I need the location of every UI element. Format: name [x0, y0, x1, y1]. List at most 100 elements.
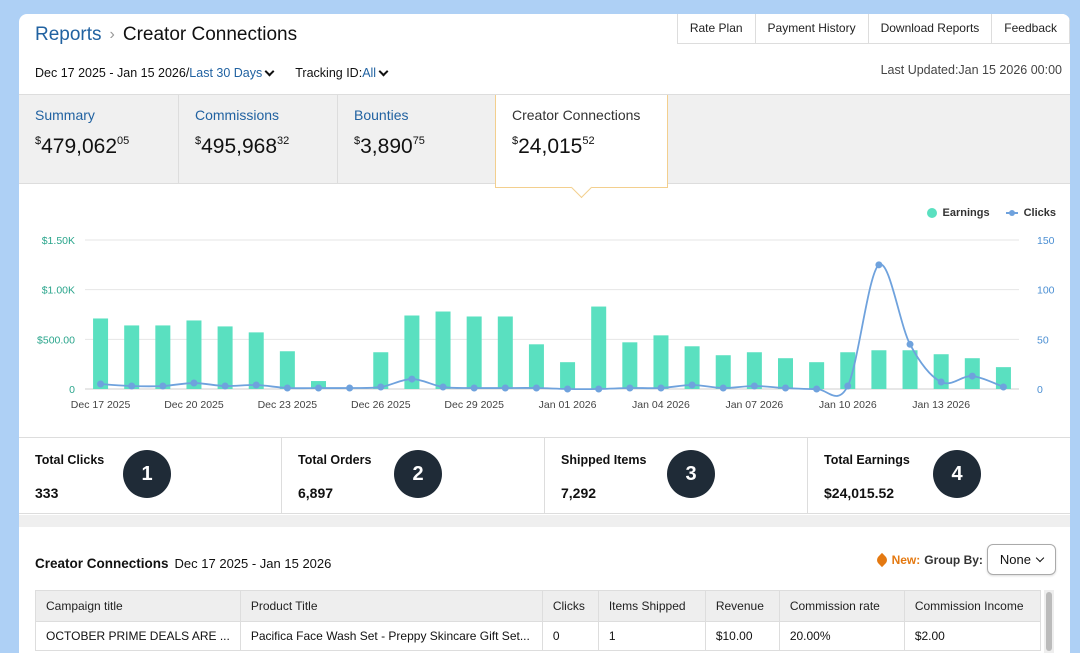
clicks-point: [937, 378, 945, 386]
feedback-link[interactable]: Feedback: [991, 14, 1070, 44]
rate-plan-link[interactable]: Rate Plan: [676, 14, 756, 44]
clicks-point: [315, 384, 322, 392]
col-items-shipped[interactable]: Items Shipped: [597, 590, 706, 622]
right-axis-tick-label: 150: [1037, 235, 1055, 247]
left-axis-tick-label: 0: [69, 384, 75, 396]
clicks-point: [283, 384, 291, 392]
clicks-point: [782, 384, 789, 392]
clicks-point: [128, 382, 136, 390]
earnings-bar: [279, 351, 295, 389]
chevron-down-icon[interactable]: [264, 66, 275, 77]
clicks-point: [97, 380, 105, 388]
tab-label: Commissions: [195, 107, 280, 123]
date-range: Dec 17 2025 - Jan 15 2026: [35, 66, 186, 80]
clicks-point: [221, 382, 229, 390]
group-by-value: None: [999, 552, 1031, 567]
clicks-point: [252, 381, 260, 389]
metric-total-clicks: Total Clicks 333 1: [19, 438, 282, 513]
cell-items-shipped: 1: [597, 621, 706, 651]
payment-history-link[interactable]: Payment History: [754, 14, 869, 44]
x-axis-tick-label: Dec 23 2025: [258, 399, 318, 411]
legend-earnings[interactable]: Earnings: [942, 207, 990, 219]
tab-summary[interactable]: Summary $479,06205: [19, 95, 179, 183]
chevron-down-icon[interactable]: [378, 66, 389, 77]
period-dropdown[interactable]: Last 30 Days: [189, 66, 263, 80]
scrollbar-thumb[interactable]: [1046, 592, 1052, 651]
col-clicks[interactable]: Clicks: [541, 590, 599, 622]
tab-bounties[interactable]: Bounties $3,89075: [338, 95, 496, 183]
cell-product-title: Pacifica Face Wash Set - Preppy Skincare…: [239, 621, 543, 651]
tab-amount: $3,89075: [354, 135, 425, 158]
earnings-bar: [248, 332, 264, 389]
left-axis-tick-label: $1.00K: [42, 285, 75, 297]
clicks-point: [657, 384, 665, 392]
x-axis-tick-label: Jan 10 2026: [819, 399, 877, 411]
clicks-point: [906, 340, 914, 348]
earnings-bar: [528, 344, 544, 389]
table-row[interactable]: OCTOBER PRIME DEALS ARE ... Pacifica Fac…: [35, 621, 1042, 651]
tracking-id-dropdown[interactable]: All: [362, 66, 377, 80]
step-badge: 4: [933, 450, 981, 498]
metric-value: 333: [35, 485, 59, 501]
earnings-bar: [466, 316, 482, 389]
tab-amount: $24,01552: [512, 135, 595, 158]
x-axis-tick-label: Dec 26 2025: [351, 399, 411, 411]
rocket-icon: [874, 552, 889, 567]
page-title: Creator Connections: [122, 24, 298, 45]
earnings-bar: [653, 335, 669, 389]
report-filters: Dec 17 2025 - Jan 15 2026 / Last 30 Days…: [35, 66, 393, 80]
left-axis-tick-label: $500.00: [37, 334, 75, 346]
table-scrollbar[interactable]: [1044, 590, 1054, 653]
report-tabs: Summary $479,06205 Commissions $495,9683…: [19, 94, 1070, 188]
earnings-bar: [746, 352, 762, 389]
tab-amount: $495,96832: [195, 135, 290, 158]
section-title: Creator Connections: [35, 556, 169, 571]
chart-legend: Earnings Clicks: [926, 207, 1056, 219]
clicks-point: [408, 375, 416, 383]
col-campaign-title[interactable]: Campaign title: [35, 590, 241, 622]
breadcrumb-reports-link[interactable]: Reports: [35, 24, 102, 45]
cell-campaign-title[interactable]: OCTOBER PRIME DEALS ARE ...: [35, 621, 241, 651]
tab-label: Creator Connections: [512, 107, 641, 123]
clicks-point: [875, 261, 883, 269]
step-badge: 1: [123, 450, 171, 498]
group-by-control: New: Group By: None: [874, 544, 1056, 575]
clicks-point: [595, 385, 603, 393]
right-axis-tick-label: 0: [1037, 384, 1043, 396]
legend-clicks[interactable]: Clicks: [1023, 207, 1056, 219]
x-axis-tick-label: Jan 01 2026: [539, 399, 597, 411]
tab-creator-connections[interactable]: Creator Connections $24,01552: [495, 95, 668, 188]
download-reports-link[interactable]: Download Reports: [867, 14, 993, 44]
x-axis-tick-label: Dec 29 2025: [444, 399, 504, 411]
period-separator: /: [185, 66, 190, 80]
group-by-select[interactable]: None: [986, 544, 1056, 575]
clicks-point: [813, 385, 821, 393]
col-revenue[interactable]: Revenue: [704, 590, 780, 622]
cell-commission-rate: 20.00%: [778, 621, 905, 651]
earnings-bar: [373, 352, 389, 389]
metric-value: $24,015.52: [824, 485, 895, 501]
clicks-point: [159, 382, 167, 390]
x-axis-tick-label: Dec 20 2025: [164, 399, 224, 411]
step-badge: 3: [667, 450, 715, 498]
clicks-point: [346, 384, 354, 392]
clicks-point: [501, 384, 509, 392]
chevron-right-icon: ›: [109, 26, 115, 43]
col-commission-rate[interactable]: Commission rate: [778, 590, 905, 622]
col-product-title[interactable]: Product Title: [239, 590, 543, 622]
clicks-legend-line-icon: [1005, 210, 1018, 216]
table-section-title: Creator Connections Dec 17 2025 - Jan 15…: [35, 556, 331, 571]
section-divider: [19, 515, 1070, 527]
tab-label: Summary: [35, 107, 95, 123]
cell-commission-income: $2.00: [903, 621, 1042, 651]
chevron-down-icon: [1035, 553, 1045, 563]
clicks-point: [999, 383, 1007, 391]
metric-label: Shipped Items: [561, 453, 647, 467]
tracking-id-label: Tracking ID:: [295, 66, 363, 80]
tab-commissions[interactable]: Commissions $495,96832: [179, 95, 338, 183]
clicks-point: [470, 384, 478, 392]
earnings-bar: [186, 320, 202, 389]
new-badge: New:: [874, 552, 920, 567]
col-commission-income[interactable]: Commission Income: [903, 590, 1042, 622]
clicks-point: [750, 382, 758, 390]
